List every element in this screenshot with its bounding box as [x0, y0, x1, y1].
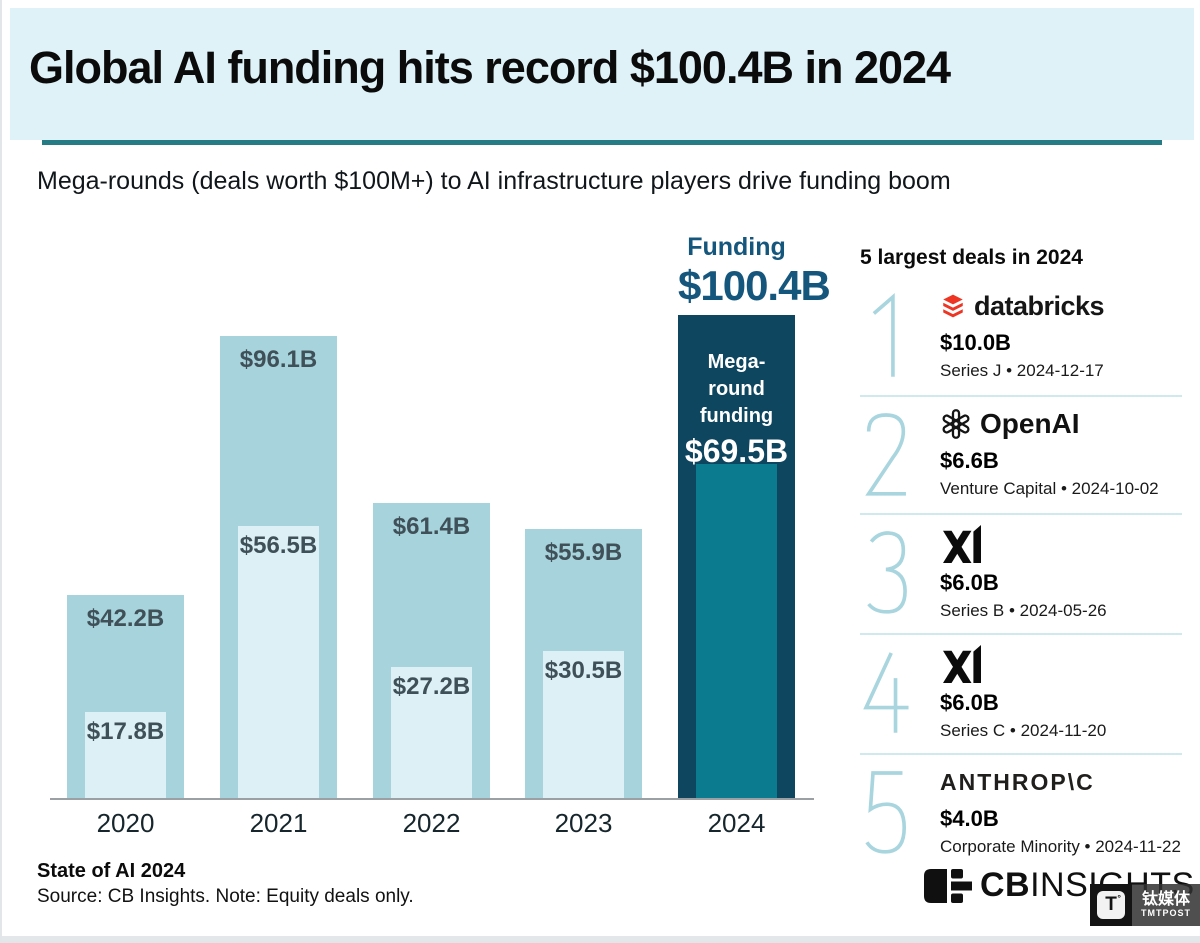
- openai-wordmark: OpenAI: [980, 408, 1080, 439]
- deal-amount: $6.6B: [940, 448, 999, 473]
- label-mega-2023: $30.5B: [544, 657, 623, 684]
- bar-total-2020: $17.8B $42.2B: [67, 595, 184, 798]
- tmtpost-degree: °: [1117, 893, 1121, 903]
- x-axis-label-2022: 2022: [402, 808, 461, 838]
- subtitle: Mega-rounds (deals worth $100M+) to AI i…: [37, 167, 951, 195]
- deal-details: Corporate Minority • 2024-11-22: [940, 837, 1181, 856]
- report-title: State of AI 2024: [37, 860, 186, 882]
- deal-row-2: OpenAI $6.6B Venture Capital • 2024-10-0…: [860, 397, 1182, 515]
- tmtpost-t: T: [1105, 894, 1117, 915]
- label-mega-2022: $27.2B: [392, 673, 471, 700]
- tmtpost-en-text: TMTPOST: [1141, 908, 1191, 918]
- tmtpost-icon: T °: [1090, 884, 1132, 926]
- largest-deals-panel: 5 largest deals in 2024 databricks $10.0…: [860, 246, 1182, 871]
- bar-mega-2022: $27.2B: [391, 667, 472, 798]
- label-mega-2020: $17.8B: [86, 718, 165, 745]
- deal-details: Series J • 2024-12-17: [940, 361, 1104, 380]
- label-total-2022: $61.4B: [392, 513, 471, 540]
- deals-heading: 5 largest deals in 2024: [860, 246, 1083, 269]
- anthropic-wordmark: ANTHROP\C: [940, 768, 1095, 795]
- bar-total-2024: Mega-round funding $69.5B: [678, 315, 795, 798]
- deal-amount: $6.0B: [940, 570, 999, 595]
- deal-details: Series B • 2024-05-26: [940, 601, 1107, 620]
- rank-5-numeral: [865, 771, 907, 854]
- deal-row-5: ANTHROP\C $4.0B Corporate Minority • 202…: [860, 755, 1182, 871]
- openai-icon: [942, 409, 970, 439]
- rank-4-numeral: [863, 652, 909, 733]
- label-mega-2021: $56.5B: [239, 532, 318, 559]
- deal-amount: $6.0B: [940, 690, 999, 715]
- tmtpost-cn-text: 钛媒体: [1141, 891, 1190, 908]
- label-total-2020: $42.2B: [86, 605, 165, 632]
- label-total-2023: $55.9B: [544, 539, 623, 566]
- databricks-logo: databricks: [940, 289, 1182, 323]
- funding-callout: Funding $100.4B: [678, 233, 831, 309]
- deal-row-4: $6.0B Series C • 2024-11-20: [860, 635, 1182, 755]
- bar-mega-2024: [696, 464, 777, 798]
- deal-row-3: $6.0B Series B • 2024-05-26: [860, 515, 1182, 635]
- bar-total-2022: $27.2B $61.4B: [373, 503, 490, 798]
- x-axis-label-2023: 2023: [554, 808, 613, 838]
- mega-callout-value: $69.5B: [684, 433, 789, 469]
- footer-note: State of AI 2024 Source: CB Insights. No…: [37, 860, 414, 908]
- xai-icon: [943, 525, 981, 563]
- deal-amount: $4.0B: [940, 806, 999, 831]
- funding-bar-chart: $17.8B $42.2B $56.5B $96.1B $27.2B $61.4B $30.…: [50, 232, 831, 800]
- logo-cb-text: CB: [980, 866, 1031, 904]
- x-axis-labels: 2020 2021 2022 2023 2024: [50, 808, 814, 842]
- openai-logo: OpenAI: [940, 407, 1182, 441]
- xai-logo: [940, 525, 1182, 563]
- anthropic-logo: ANTHROP\C: [940, 765, 1182, 799]
- mega-callout-label: Mega-round funding: [699, 351, 774, 427]
- xai-icon: [943, 645, 981, 683]
- label-total-2021: $96.1B: [239, 346, 318, 373]
- deal-amount: $10.0B: [940, 330, 1011, 355]
- deal-details: Series C • 2024-11-20: [940, 721, 1107, 740]
- bottom-edge-strip: [2, 936, 1200, 941]
- bar-total-2021: $56.5B $96.1B: [220, 336, 337, 798]
- bar-mega-2020: $17.8B: [85, 712, 166, 798]
- bar-mega-2023: $30.5B: [543, 651, 624, 798]
- mega-round-callout: Mega-round funding $69.5B: [678, 349, 795, 470]
- rank-3-numeral: [867, 531, 907, 614]
- xai-logo: [940, 645, 1182, 683]
- deal-row-1: databricks $10.0B Series J • 2024-12-17: [860, 283, 1182, 397]
- x-axis-label-2020: 2020: [96, 808, 155, 838]
- rank-2-numeral: [865, 413, 906, 496]
- databricks-wordmark: databricks: [974, 290, 1105, 321]
- page-title: Global AI funding hits record $100.4B in…: [29, 42, 951, 93]
- header-banner: [10, 8, 1194, 140]
- tmtpost-watermark: T ° 钛媒体 TMTPOST: [1090, 884, 1200, 926]
- funding-callout-label: Funding: [687, 233, 786, 261]
- cbinsights-icon: [924, 868, 972, 903]
- databricks-icon: [943, 294, 963, 318]
- x-axis-label-2021: 2021: [249, 808, 308, 838]
- rank-1-numeral: [872, 293, 895, 377]
- x-axis-label-2024: 2024: [707, 808, 766, 838]
- bar-mega-2021: $56.5B: [238, 526, 319, 798]
- header-divider: [42, 140, 1162, 145]
- bar-total-2023: $30.5B $55.9B: [525, 529, 642, 798]
- funding-callout-value: $100.4B: [678, 262, 831, 309]
- source-note: Source: CB Insights. Note: Equity deals …: [37, 886, 414, 907]
- deal-details: Venture Capital • 2024-10-02: [940, 479, 1159, 498]
